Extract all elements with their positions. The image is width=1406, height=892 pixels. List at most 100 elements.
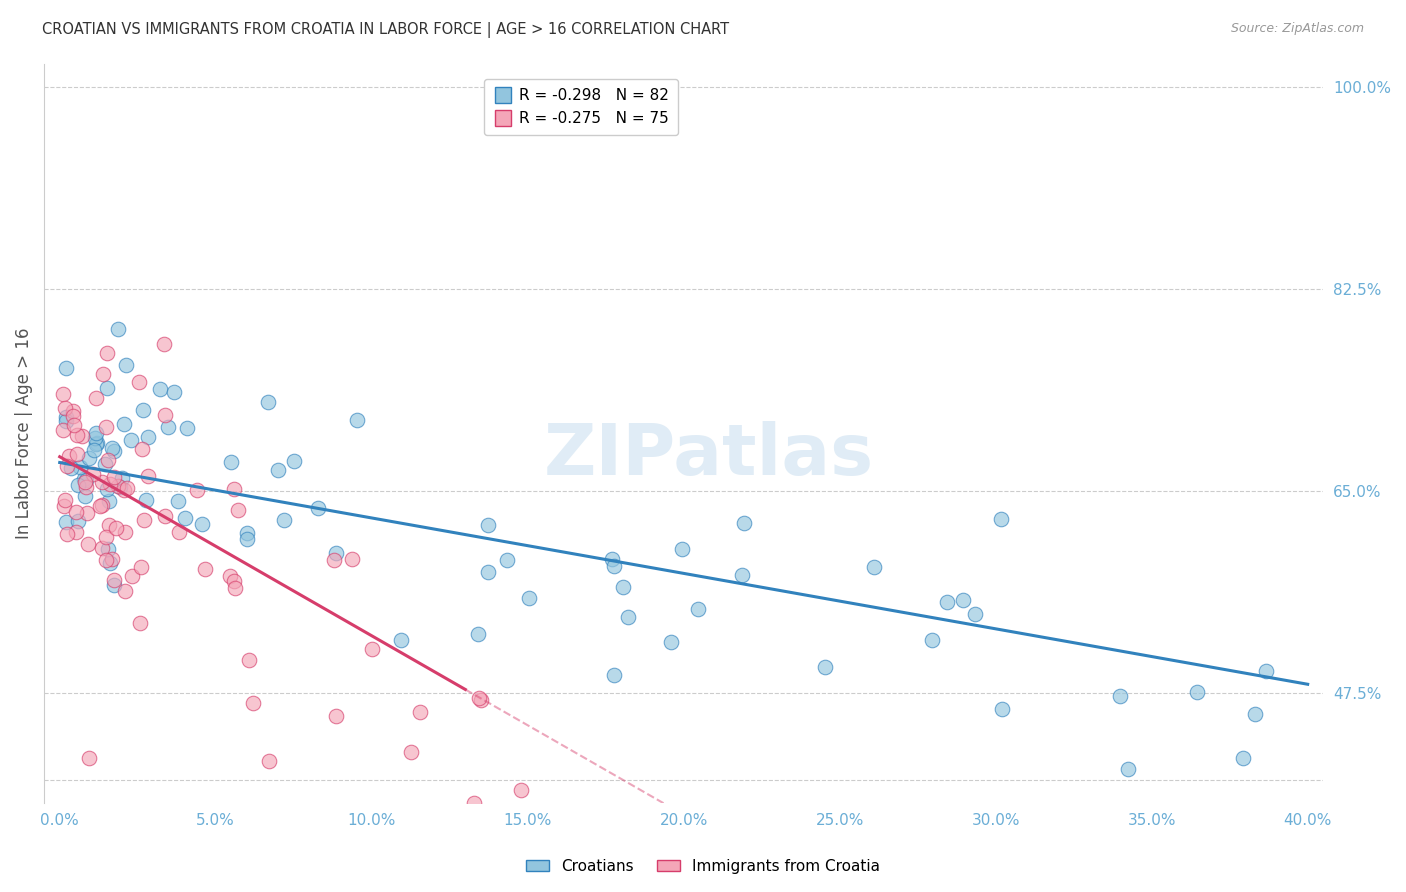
Point	[82, 467, 104, 481]
Point	[468, 691, 491, 706]
Text: CROATIAN VS IMMIGRANTS FROM CROATIA IN LABOR FORCE | AGE > 16 CORRELATION CHART: CROATIAN VS IMMIGRANTS FROM CROATIA IN L…	[42, 22, 730, 38]
Legend: Croatians, Immigrants from Croatia: Croatians, Immigrants from Croatia	[520, 853, 886, 880]
Point	[55, 516, 77, 530]
Point	[409, 705, 432, 719]
Point	[112, 417, 135, 432]
Point	[477, 518, 499, 533]
Point	[600, 552, 623, 566]
Point	[399, 745, 422, 759]
Point	[121, 568, 143, 582]
Point	[52, 423, 75, 437]
Point	[174, 511, 197, 525]
Point	[77, 537, 100, 551]
Point	[226, 502, 249, 516]
Point	[66, 428, 89, 442]
Point	[86, 435, 108, 450]
Point	[616, 610, 638, 624]
Point	[238, 653, 260, 667]
Point	[1108, 689, 1130, 703]
Point	[149, 382, 172, 396]
Point	[495, 553, 517, 567]
Point	[323, 553, 346, 567]
Point	[97, 494, 120, 508]
Point	[75, 473, 97, 487]
Point	[389, 632, 412, 647]
Point	[53, 401, 76, 415]
Point	[103, 578, 125, 592]
Point	[519, 591, 541, 606]
Point	[58, 449, 80, 463]
Text: ZIPatlas: ZIPatlas	[544, 421, 875, 491]
Point	[55, 361, 77, 376]
Point	[603, 668, 626, 682]
Point	[91, 367, 114, 381]
Point	[612, 580, 634, 594]
Point	[176, 421, 198, 435]
Point	[98, 556, 121, 570]
Point	[103, 444, 125, 458]
Point	[1116, 762, 1139, 776]
Point	[52, 386, 75, 401]
Point	[361, 642, 384, 657]
Point	[224, 582, 246, 596]
Point	[169, 525, 191, 540]
Point	[733, 516, 755, 530]
Point	[83, 442, 105, 457]
Point	[963, 607, 986, 621]
Point	[1185, 685, 1208, 699]
Point	[115, 358, 138, 372]
Point	[990, 702, 1012, 716]
Point	[814, 660, 837, 674]
Point	[135, 492, 157, 507]
Point	[155, 408, 177, 422]
Point	[236, 532, 259, 546]
Point	[155, 509, 177, 524]
Point	[62, 403, 84, 417]
Point	[112, 483, 135, 498]
Point	[115, 481, 138, 495]
Point	[114, 584, 136, 599]
Point	[603, 558, 626, 573]
Point	[936, 595, 959, 609]
Point	[156, 419, 179, 434]
Point	[134, 513, 156, 527]
Point	[990, 512, 1012, 526]
Point	[266, 463, 288, 477]
Point	[104, 521, 127, 535]
Point	[236, 526, 259, 541]
Point	[342, 552, 364, 566]
Point	[257, 395, 280, 409]
Point	[73, 472, 96, 486]
Point	[65, 524, 87, 539]
Point	[62, 409, 84, 423]
Point	[1244, 707, 1267, 722]
Point	[98, 477, 121, 491]
Point	[921, 633, 943, 648]
Point	[103, 573, 125, 587]
Point	[84, 425, 107, 440]
Point	[84, 431, 107, 445]
Point	[477, 566, 499, 580]
Point	[307, 500, 329, 515]
Point	[463, 796, 485, 810]
Point	[510, 782, 533, 797]
Point	[138, 430, 160, 444]
Point	[72, 429, 94, 443]
Point	[952, 593, 974, 607]
Point	[90, 475, 112, 489]
Point	[103, 470, 125, 484]
Point	[101, 441, 124, 455]
Point	[467, 627, 489, 641]
Point	[65, 504, 87, 518]
Point	[55, 414, 77, 428]
Point	[97, 452, 120, 467]
Point	[91, 498, 114, 512]
Point	[222, 574, 245, 589]
Point	[132, 403, 155, 417]
Point	[470, 692, 492, 706]
Point	[91, 541, 114, 556]
Point	[86, 392, 108, 406]
Point	[55, 409, 77, 424]
Point	[107, 479, 129, 493]
Point	[108, 480, 131, 494]
